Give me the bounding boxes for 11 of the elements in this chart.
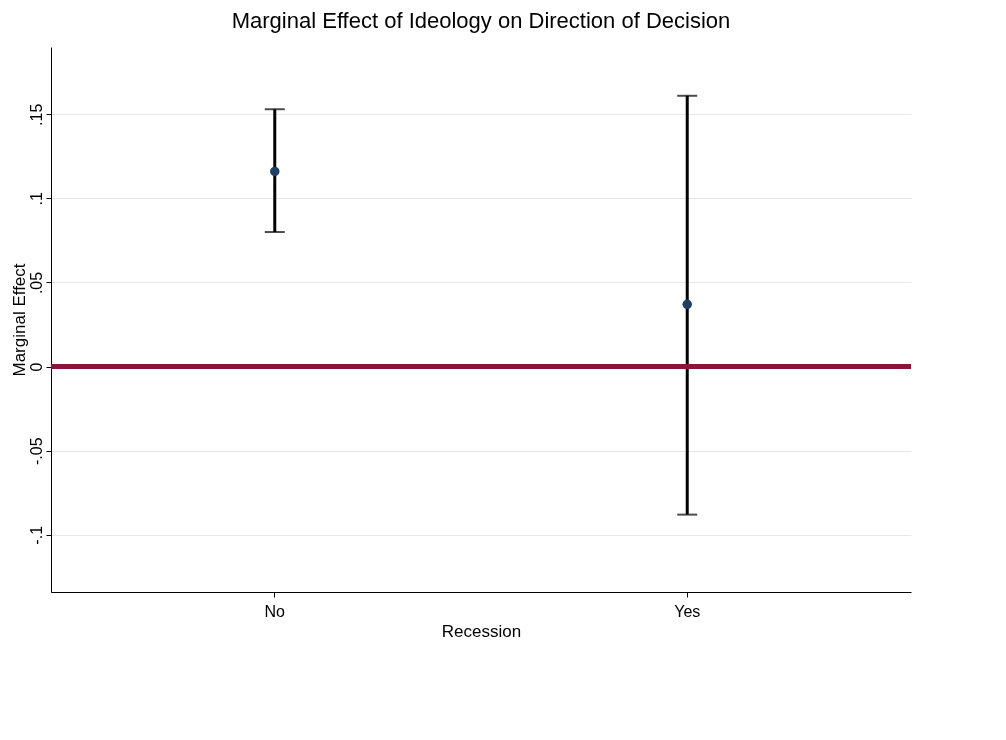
x-tick-label: Yes	[674, 602, 701, 620]
y-tick-label: .15	[27, 103, 45, 126]
chart-title: Marginal Effect of Ideology on Direction of Decision	[231, 8, 731, 33]
y-tick-label: .05	[27, 271, 45, 295]
y-tick-label: .1	[27, 192, 45, 206]
y-axis-title: Marginal Effect	[9, 263, 29, 377]
y-tick-label: 0	[27, 362, 45, 372]
x-axis-title: Recession	[441, 621, 522, 641]
y-tick-label: -.05	[27, 437, 45, 465]
y-tick-label: -.1	[27, 525, 45, 545]
x-tick-label: No	[264, 602, 286, 620]
